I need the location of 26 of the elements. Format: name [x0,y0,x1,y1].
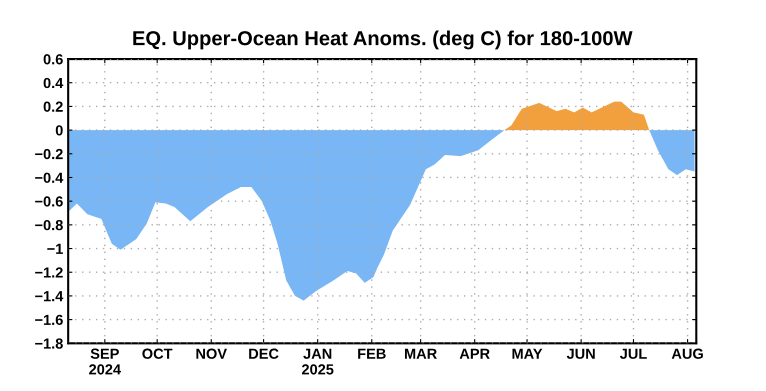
y-tick-label: 0.4 [44,78,64,88]
x-tick-label: JUN [566,348,595,359]
y-tick-label: 0.2 [44,102,63,112]
y-tick-label: −0.4 [35,172,64,183]
y-tick-label: 0 [56,125,63,136]
x-tick-label: APR [460,348,490,359]
x-tick-label: JUL [620,348,647,359]
y-tick-label: −0.8 [35,220,63,230]
y-tick-label: −1.4 [35,291,64,302]
x-tick-label: AUG [672,348,703,359]
x-tick-label: MAR [404,348,437,359]
chart-title: EQ. Upper-Ocean Heat Anoms. (deg C) for 180-100W [133,30,633,50]
x-tick-label: DEC [249,348,279,359]
x-tick-label: OCT [142,348,172,359]
y-tick-label: −0.6 [35,196,63,207]
y-tick-label: −1 [47,244,63,254]
x-tick-label: NOV [196,348,227,359]
x-tick-label: MAY [512,348,542,359]
y-tick-label: −0.2 [35,148,63,160]
y-tick-label: −1.2 [35,267,63,278]
y-tick-label: −1.8 [35,338,63,349]
x-tick-label: FEB [358,348,386,359]
y-tick-label: −1.6 [35,314,63,326]
x-tick-label: SEP 2024 [89,348,121,375]
y-tick-label: 0.6 [44,54,63,64]
x-tick-label: JAN 2025 [302,348,334,375]
